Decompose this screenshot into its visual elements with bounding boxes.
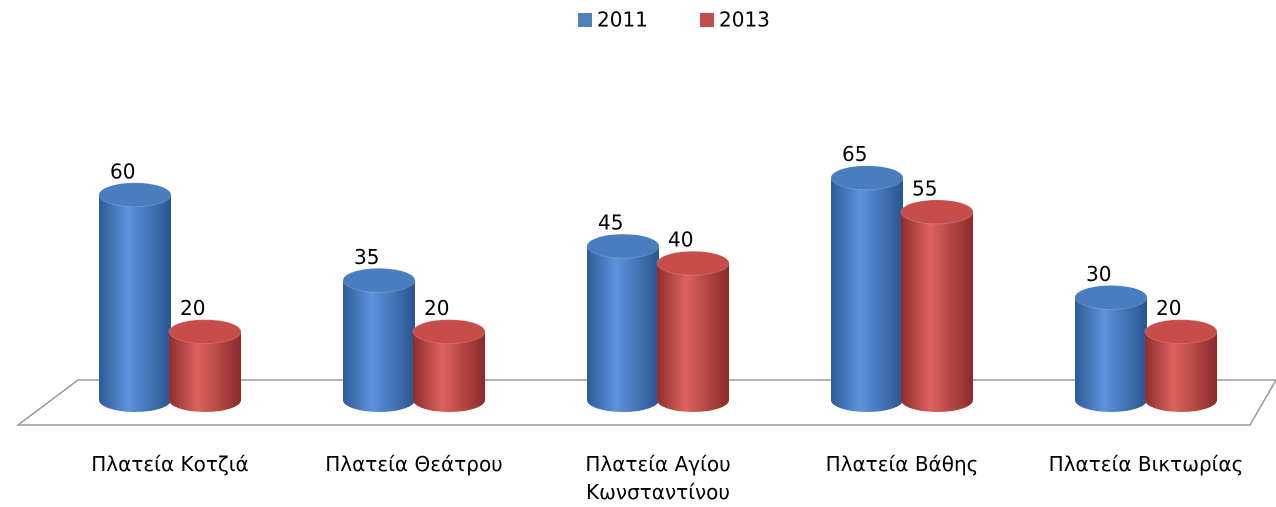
legend-label: 2013 (719, 8, 770, 32)
cylinder (656, 250, 730, 412)
cylinder-body (587, 246, 659, 412)
cylinder-top (412, 319, 486, 345)
data-label: 20 (424, 296, 449, 320)
cylinder-body (901, 211, 973, 412)
cylinder-top (656, 250, 730, 276)
legend-swatch (700, 13, 714, 27)
data-label: 45 (598, 211, 623, 235)
cylinder-body (1145, 331, 1217, 412)
data-label: 30 (1086, 262, 1111, 286)
x-tick-label: Πλατεία Κοτζιά (91, 452, 249, 476)
cylinder-top (586, 233, 660, 259)
data-label: 65 (842, 142, 867, 166)
cylinder-top (98, 182, 172, 208)
cylinder-body (657, 263, 729, 412)
cylinder (98, 182, 172, 412)
cylinder-top (1074, 284, 1148, 310)
x-tick-label: Πλατεία Βάθης (825, 452, 979, 476)
cylinder-body (831, 177, 903, 412)
cylinder-top (168, 319, 242, 345)
cylinder-body (413, 331, 485, 412)
data-label: 60 (110, 159, 135, 183)
cylinder-top (830, 165, 904, 191)
legend-swatch (578, 13, 592, 27)
cylinder (168, 319, 242, 412)
cylinder (1144, 319, 1218, 412)
cylinder-top (342, 267, 416, 293)
legend-label: 2011 (597, 8, 648, 32)
cylinder-body (169, 331, 241, 412)
cylinder (900, 199, 974, 412)
cylinder (1074, 284, 1148, 412)
data-label: 40 (668, 228, 693, 252)
cylinder-top (1144, 319, 1218, 345)
cylinder-body (1075, 297, 1147, 412)
data-label: 35 (354, 245, 379, 269)
cylinder (830, 165, 904, 412)
cylinder-body (99, 194, 171, 412)
data-label: 20 (1156, 296, 1181, 320)
x-tick-label: Πλατεία Θεάτρου (325, 452, 503, 476)
cylinder (586, 233, 660, 412)
cylinder (412, 319, 486, 412)
floor (15, 379, 1276, 426)
x-tick-label: Πλατεία Αγίου Κωνσταντίνου (585, 452, 731, 504)
cylinder-body (343, 280, 415, 412)
data-label: 20 (180, 296, 205, 320)
x-tick-label: Πλατεία Βικτωρίας (1048, 452, 1244, 476)
cylinder (342, 267, 416, 412)
cylinder-top (900, 199, 974, 225)
data-label: 55 (912, 176, 937, 200)
